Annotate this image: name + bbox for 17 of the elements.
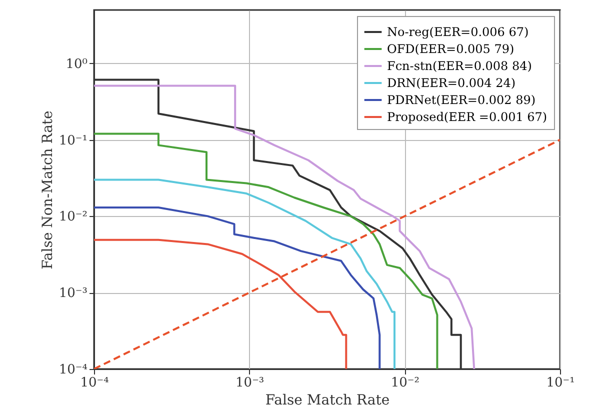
legend-label: OFD(EER=0.005 79): [387, 42, 514, 56]
legend-label: PDRNet(EER=0.002 89): [387, 93, 536, 107]
legend-label: Proposed(EER =0.001 67): [387, 110, 548, 124]
legend-label: DRN(EER=0.004 24): [387, 76, 516, 90]
x-axis-title: False Match Rate: [265, 392, 390, 408]
legend-label: Fcn-stn(EER=0.008 84): [387, 59, 532, 73]
x-tick-label: 10⁻²: [390, 376, 420, 390]
x-tick-label: 10⁻³: [236, 376, 264, 390]
y-tick-label: 10⁻¹: [58, 133, 88, 148]
legend-label: No-reg(EER=0.006 67): [387, 25, 529, 39]
y-tick-label: 10⁻⁴: [58, 362, 88, 378]
y-axis-title: False Non-Match Rate: [40, 110, 56, 270]
x-tick-label: 10⁻¹: [546, 376, 575, 390]
y-tick-label: 10⁻³: [58, 286, 88, 302]
y-tick-label: 10⁰: [66, 56, 88, 72]
y-tick-label: 10⁻²: [58, 210, 88, 225]
x-tick-label: 10⁻⁴: [80, 376, 109, 390]
